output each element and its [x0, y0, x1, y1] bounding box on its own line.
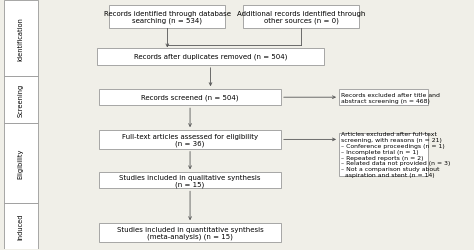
Text: Identification: Identification [18, 17, 24, 61]
Text: Studies included in qualitative synthesis
(n = 15): Studies included in qualitative synthesi… [119, 174, 261, 187]
FancyBboxPatch shape [99, 130, 281, 149]
FancyBboxPatch shape [339, 90, 428, 106]
FancyBboxPatch shape [97, 48, 324, 66]
FancyBboxPatch shape [244, 6, 359, 29]
Text: Records after duplicates removed (n = 504): Records after duplicates removed (n = 50… [134, 54, 287, 60]
Text: Studies included in quantitative synthesis
(meta-analysis) (n = 15): Studies included in quantitative synthes… [117, 226, 264, 239]
Text: Articles excluded after full-text
screening, with reasons (n = 21)
– Conference : Articles excluded after full-text screen… [341, 132, 451, 178]
FancyBboxPatch shape [109, 6, 225, 29]
FancyBboxPatch shape [99, 172, 281, 189]
Text: Records identified through database
searching (n = 534): Records identified through database sear… [104, 11, 231, 24]
Text: Eligibility: Eligibility [18, 148, 24, 178]
Text: Screening: Screening [18, 84, 24, 117]
Text: Induced: Induced [18, 212, 24, 239]
FancyBboxPatch shape [99, 90, 281, 106]
FancyBboxPatch shape [4, 203, 38, 248]
FancyBboxPatch shape [4, 124, 38, 203]
Text: Full-text articles assessed for eligibility
(n = 36): Full-text articles assessed for eligibil… [122, 133, 258, 146]
Text: Additional records identified through
other sources (n = 0): Additional records identified through ot… [237, 11, 365, 24]
FancyBboxPatch shape [4, 2, 38, 77]
FancyBboxPatch shape [4, 77, 38, 124]
FancyBboxPatch shape [339, 133, 428, 176]
FancyBboxPatch shape [99, 223, 281, 242]
Text: Records screened (n = 504): Records screened (n = 504) [141, 94, 239, 101]
Text: Records excluded after title and
abstract screening (n = 468): Records excluded after title and abstrac… [341, 92, 440, 103]
